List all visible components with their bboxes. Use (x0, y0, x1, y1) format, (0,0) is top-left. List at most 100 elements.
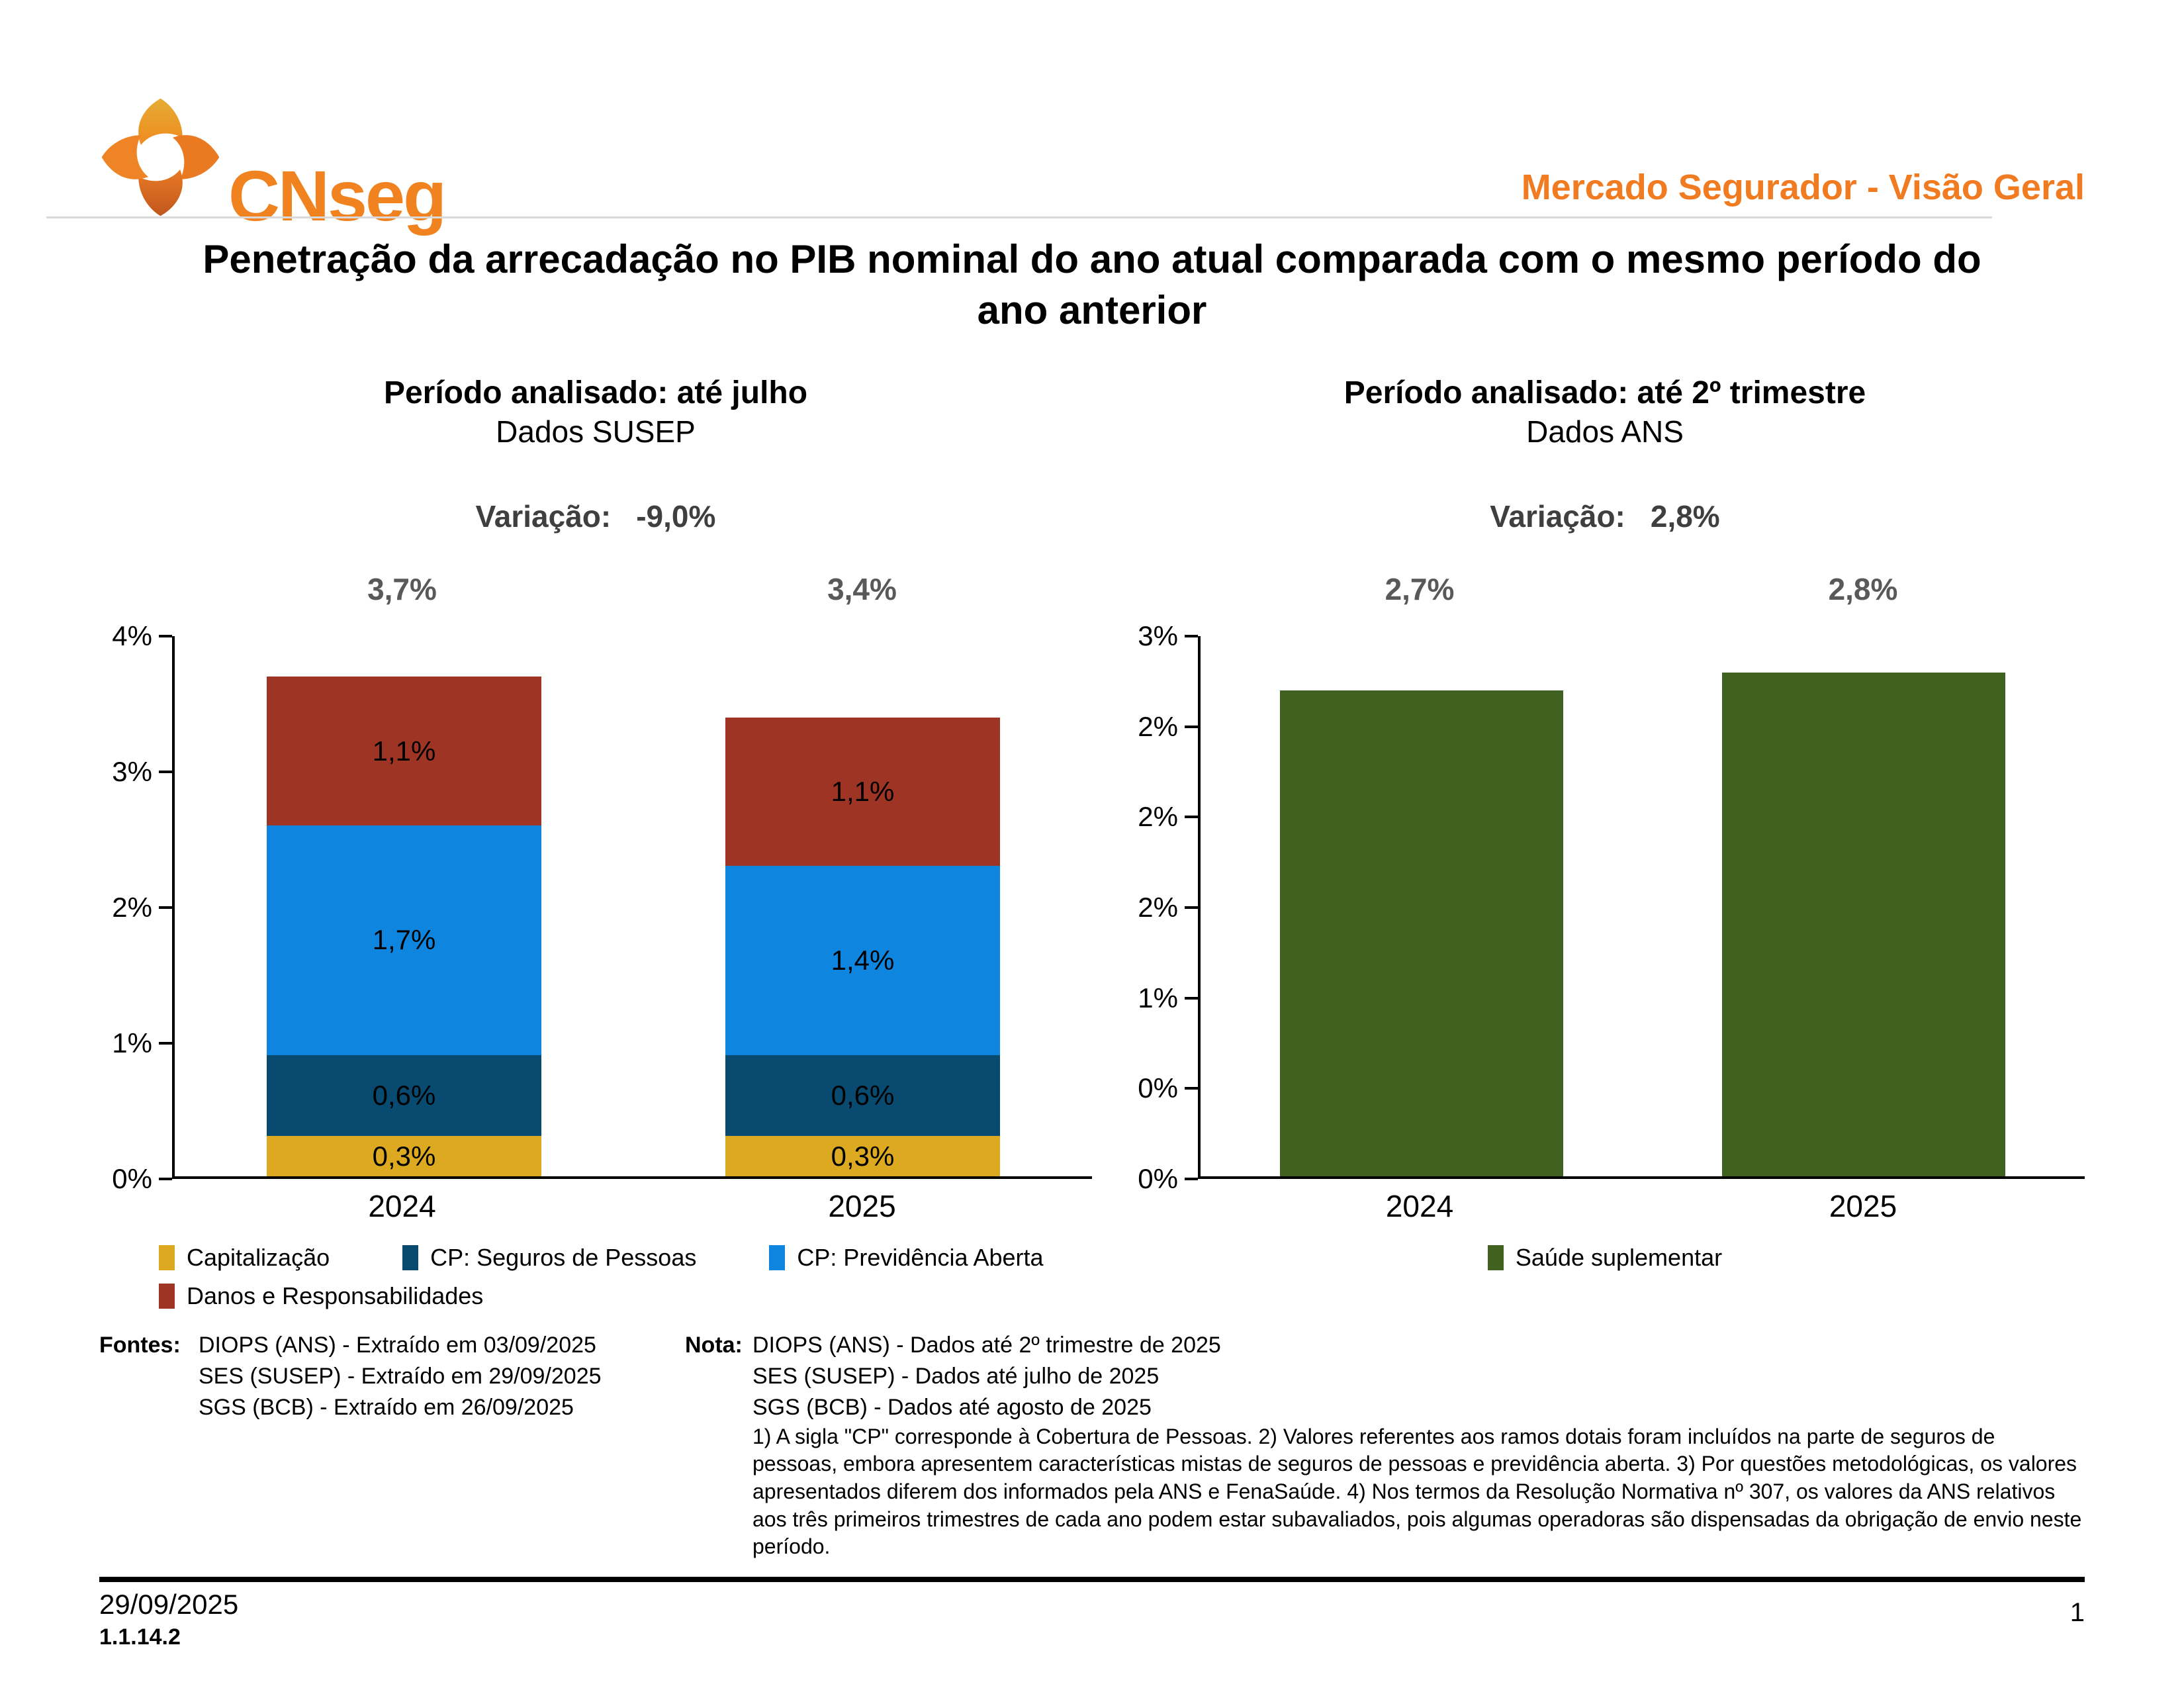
chart-source-subtitle: Dados SUSEP (496, 414, 696, 449)
y-tick: 0% (1138, 1072, 1198, 1104)
y-tick: 0% (112, 1163, 172, 1195)
bar-segment-label: 0,6% (831, 1079, 895, 1111)
legend-item: Saúde suplementar (1487, 1244, 1723, 1272)
bar-total-labels: 3,7% 3,4% (172, 571, 1092, 636)
report-date: 29/09/2025 (99, 1588, 239, 1620)
x-tick-label: 2025 (1829, 1189, 1897, 1224)
y-tick: 1% (1138, 982, 1198, 1014)
plot-grid: 3,7% 3,4% 4% 3% 2% 1% 0% 0,3% 0,6% 1,7% 1,1% 0,3%… (99, 571, 1092, 1224)
tick-mark-icon (159, 906, 172, 910)
y-tick-label: 0% (1138, 1072, 1178, 1104)
bar-segment-label: 0,3% (831, 1140, 895, 1172)
bar-column (1201, 636, 1643, 1177)
bar-total-label: 3,7% (367, 572, 437, 607)
bar-segment-label: 1,7% (372, 924, 436, 956)
tick-mark-icon (1185, 635, 1198, 638)
plot-area (1198, 636, 2085, 1180)
y-tick-label: 2% (1138, 892, 1178, 923)
bar-column: 0,3% 0,6% 1,4% 1,1% (633, 636, 1092, 1177)
bar-segment: 1,1% (725, 717, 1001, 866)
variation-row: Variação: -9,0% (99, 498, 1092, 534)
y-tick: 3% (112, 756, 172, 788)
bar-segment: 0,3% (725, 1135, 1001, 1177)
y-tick: 2% (1138, 711, 1198, 743)
tick-mark-icon (1185, 906, 1198, 910)
footer-left: 29/09/2025 1.1.14.2 (99, 1589, 238, 1650)
variation-label: Variação: (1490, 499, 1625, 534)
tick-mark-icon (159, 1042, 172, 1045)
bar-total-labels: 2,7% 2,8% (1198, 571, 2085, 636)
bar-segment-label: 1,1% (831, 775, 895, 807)
tick-mark-icon (1185, 1178, 1198, 1181)
legend-item: Danos e Responsabilidades (159, 1282, 483, 1310)
variation-label: Variação: (475, 499, 612, 534)
stacked-bar: 0,3% 0,6% 1,4% 1,1% (725, 717, 1001, 1177)
report-section-title: Mercado Segurador - Visão Geral (1521, 167, 2085, 207)
legend-item: Capitalização (159, 1244, 330, 1272)
page-title: Penetração da arrecadação no PIB nominal… (203, 237, 1981, 332)
footer-bar: 29/09/2025 1.1.14.2 1 (99, 1582, 2085, 1650)
bar-segment: 0,6% (725, 1055, 1001, 1136)
variation-value: -9,0% (636, 499, 716, 534)
bar-segment: 0,6% (266, 1055, 542, 1136)
bar-total-label: 2,7% (1385, 572, 1455, 607)
chart-period-title: Período analisado: até 2º trimestre (1343, 375, 1866, 410)
legend-label: Saúde suplementar (1515, 1244, 1723, 1272)
y-tick: 2% (1138, 892, 1198, 923)
cnseg-logo-text: CNseg (228, 155, 447, 236)
bar-segment-label: 1,4% (831, 944, 895, 976)
y-axis: 3% 2% 2% 2% 1% 0% 0% (1125, 620, 1198, 1194)
tick-mark-icon (1185, 816, 1198, 819)
y-tick-label: 4% (112, 620, 152, 652)
stacked-bar (1722, 672, 2005, 1177)
bar-total-label: 3,4% (827, 572, 897, 607)
page-header: CNseg Mercado Segurador - Visão Geral (46, 0, 2085, 231)
legend-item: CP: Previdência Aberta (769, 1244, 1044, 1272)
tick-mark-icon (159, 635, 172, 638)
legend-swatch (159, 1245, 175, 1271)
bar-column: 0,3% 0,6% 1,7% 1,1% (175, 636, 633, 1177)
nota-line: SES (SUSEP) - Dados até julho de 2025 (752, 1364, 1160, 1389)
legend-swatch (159, 1284, 175, 1309)
bar-column (1643, 636, 2085, 1177)
bar-segment: 1,7% (266, 825, 542, 1055)
stacked-bar (1280, 690, 1563, 1177)
legend-label: Capitalização (187, 1244, 330, 1272)
bar-segment: 1,4% (725, 865, 1001, 1055)
bar-total-label: 2,8% (1828, 572, 1898, 607)
fontes-line: SES (SUSEP) - Extraído em 29/09/2025 (199, 1364, 602, 1389)
tick-mark-icon (159, 771, 172, 774)
plot-area: 0,3% 0,6% 1,7% 1,1% 0,3% 0,6% 1,4% 1,1% (172, 636, 1092, 1180)
chart-ans: Período analisado: até 2º trimestre Dado… (1125, 373, 2085, 1311)
tick-mark-icon (159, 1178, 172, 1181)
bar-segment-label: 0,3% (372, 1140, 436, 1172)
legend-swatch (769, 1245, 786, 1271)
legend-label: CP: Previdência Aberta (797, 1244, 1044, 1272)
y-tick-label: 2% (1138, 801, 1178, 833)
plot-grid: 2,7% 2,8% 3% 2% 2% 2% 1% 0% 0% 2024 2025 (1125, 571, 2085, 1224)
y-tick: 1% (112, 1027, 172, 1059)
fontes-lines: DIOPS (ANS) - Extraído em 03/09/2025 SES… (199, 1330, 685, 1561)
cnseg-pinwheel-icon (101, 98, 220, 216)
bar-segment-label: 0,6% (372, 1079, 436, 1111)
chart-legend: Capitalização CP: Seguros de Pessoas CP: P… (99, 1244, 1092, 1310)
fontes-line: DIOPS (ANS) - Extraído em 03/09/2025 (199, 1333, 596, 1358)
y-tick-label: 3% (1138, 620, 1178, 652)
chart-period-title: Período analisado: até julho (383, 375, 808, 410)
footer-divider (99, 1576, 2085, 1582)
bar-segment (1722, 672, 2005, 1177)
charts-area: Período analisado: até julho Dados SUSEP… (99, 373, 2085, 1311)
legend-item: CP: Seguros de Pessoas (402, 1244, 696, 1272)
chart-legend: Saúde suplementar (1125, 1244, 2085, 1272)
bar-segment: 0,3% (266, 1135, 542, 1177)
bar-segment (1280, 690, 1563, 1177)
report-version: 1.1.14.2 (99, 1624, 181, 1650)
tick-mark-icon (1185, 996, 1198, 1000)
tick-mark-icon (1185, 725, 1198, 728)
x-tick-label: 2025 (828, 1189, 896, 1224)
fontes-label: Fontes: (99, 1333, 181, 1358)
cnseg-logo: CNseg (99, 96, 447, 231)
y-tick: 2% (1138, 801, 1198, 833)
y-tick-label: 2% (112, 892, 152, 923)
